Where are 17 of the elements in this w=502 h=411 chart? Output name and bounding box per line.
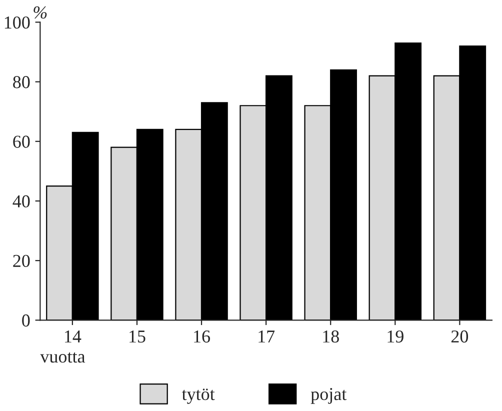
x-tick-label: 17 [258,330,275,342]
y-tick-label: 80 [13,76,30,88]
legend-label: pojat [310,388,347,404]
y-axis-title: % [34,6,47,19]
y-tick-label: 40 [12,195,30,208]
x-tick-label: 14 [64,330,82,342]
x-tick-label: 15 [130,330,146,343]
y-tick-label: 60 [13,136,30,148]
x-tick-label: 20 [451,330,468,343]
legend-label: tytöt [182,388,215,404]
x-tick-label: 19 [388,330,404,343]
y-tick-label: 0 [22,314,30,327]
x-tick-label: 18 [323,330,339,343]
x-axis-title: vuotta [40,352,86,363]
y-tick-label: 20 [13,254,30,268]
y-tick-label: 100 [4,16,30,29]
x-tick-label: 16 [194,330,210,343]
